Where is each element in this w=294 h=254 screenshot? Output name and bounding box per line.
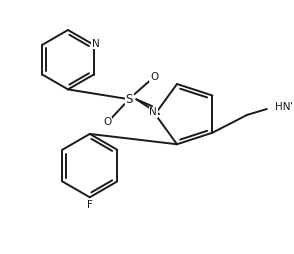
Text: F: F <box>87 200 93 210</box>
Text: N: N <box>92 39 100 49</box>
Text: HN: HN <box>275 102 290 112</box>
Text: O: O <box>103 117 112 127</box>
Text: S: S <box>126 93 133 106</box>
Text: N: N <box>149 107 157 117</box>
Text: O: O <box>150 72 158 82</box>
